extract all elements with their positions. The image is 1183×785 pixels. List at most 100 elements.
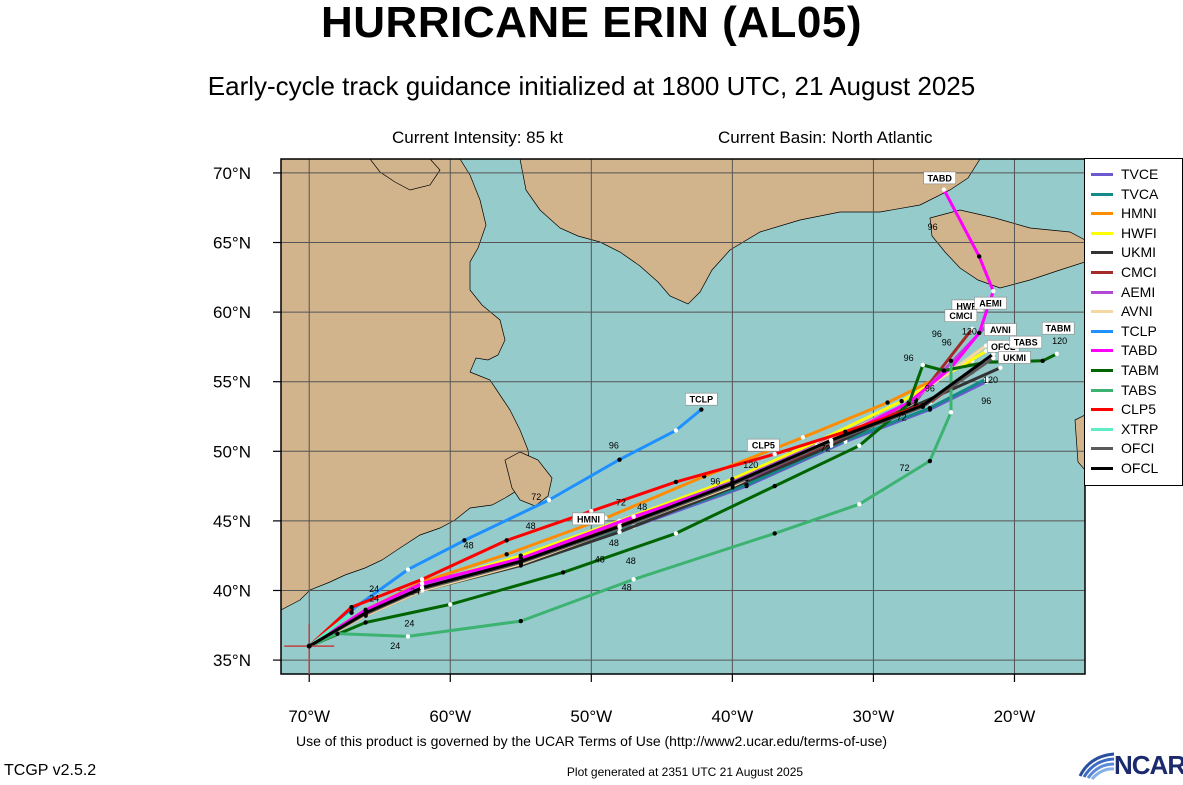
legend-item-cmci: CMCI <box>1091 263 1183 281</box>
land-greenland <box>519 159 981 305</box>
track-point-tabm <box>920 362 925 368</box>
legend-swatch <box>1091 369 1113 372</box>
legend-item-avni: AVNI <box>1091 302 1183 320</box>
legend-item-aemi: AEMI <box>1091 283 1183 301</box>
track-point-ofcl <box>828 437 834 443</box>
track-tag-box <box>944 309 978 322</box>
track-point-tabs <box>927 458 933 464</box>
forecast-hour-label: 48 <box>464 541 474 551</box>
track-point-tabs <box>857 501 862 507</box>
legend-label: HMNI <box>1121 205 1157 222</box>
track-point-ofcl <box>518 559 523 564</box>
track-point-tabm <box>941 368 947 373</box>
track-point-tclp <box>617 457 622 462</box>
legend-swatch <box>1091 231 1113 235</box>
legend-item-ukmi: UKMI <box>1091 243 1183 261</box>
track-point-ofcl <box>363 610 368 615</box>
legend-label: OFCL <box>1121 460 1159 476</box>
track-point-tclp <box>673 428 679 433</box>
legend-label: TVCA <box>1121 185 1159 202</box>
forecast-hour-label: 96 <box>942 338 952 348</box>
lat-tick-label: 70°N <box>213 164 251 183</box>
forecast-hour-labels: 2424242424484848484848487272727272969696… <box>369 222 1067 651</box>
ncar-logo: NCAR <box>1076 750 1183 781</box>
track-tag-ofcl: OFCL <box>991 342 1016 352</box>
track-point-ofcl <box>419 585 425 590</box>
track-point-tvca <box>927 405 933 411</box>
track-tag-hmni: HMNI <box>577 514 600 524</box>
track-tag-box <box>572 512 605 526</box>
legend-swatch <box>1091 192 1113 196</box>
track-point-tabd <box>419 581 425 586</box>
track-point-tabd <box>977 254 982 259</box>
land-newfoundland <box>504 451 553 507</box>
track-tag-aemi: AEMI <box>979 299 1002 309</box>
track-tag-box <box>923 171 957 185</box>
track-point-clp5 <box>349 604 354 610</box>
track-tag-box <box>998 351 1031 364</box>
track-point-tabm <box>906 401 911 407</box>
track-tag-box <box>747 438 780 452</box>
legend-item-tabm: TABM <box>1091 361 1183 379</box>
track-tabs <box>308 360 953 648</box>
track-point-tabd <box>941 187 947 192</box>
track-tag-tabd: TABD <box>928 173 953 183</box>
forecast-hour-label: 48 <box>626 556 636 566</box>
legend-swatch <box>1091 173 1113 176</box>
track-point-tabm <box>673 531 679 536</box>
track-tag-cmci: CMCI <box>949 311 972 321</box>
legend-label: OFCI <box>1121 440 1155 457</box>
track-tag-box <box>984 323 1017 336</box>
legend-label: TCLP <box>1121 322 1157 339</box>
lat-tick-label: 65°N <box>213 234 251 253</box>
lat-tick-label: 40°N <box>213 581 251 600</box>
lat-tick-label: 60°N <box>213 303 251 322</box>
legend-label: TABD <box>1121 342 1158 359</box>
legend-swatch <box>1091 408 1113 412</box>
version-label: TCGP v2.5.2 <box>4 762 97 779</box>
forecast-hour-label: 24 <box>390 641 400 651</box>
land-british-isles <box>1074 414 1085 471</box>
track-point-tclp <box>546 497 552 503</box>
legend-item-ofcl: OFCL <box>1091 459 1183 477</box>
legend-swatch <box>1091 290 1113 294</box>
lon-tick-label: 30°W <box>853 707 895 726</box>
land-iceland <box>929 209 1085 289</box>
legend-swatch <box>1091 388 1113 392</box>
track-point-hwfi <box>899 398 904 404</box>
forecast-hour-label: 120 <box>962 326 977 336</box>
current-basin: Current Basin: North Atlantic <box>718 128 933 147</box>
forecast-hour-label: 48 <box>595 555 605 565</box>
track-tag-box <box>685 392 718 406</box>
track-point-hmni <box>504 552 509 557</box>
track-tag-hwfi: HWFI <box>956 301 979 311</box>
lon-tick-label: 60°W <box>429 707 471 726</box>
track-point-tabm <box>448 602 453 607</box>
track-point-tabm <box>857 443 862 448</box>
forecast-hour-label: 96 <box>981 396 991 406</box>
forecast-hour-label: 24 <box>369 594 379 604</box>
track-point-tabm <box>772 483 777 489</box>
track-point-ukmi <box>617 529 622 535</box>
track-tag-box <box>1041 321 1075 335</box>
ncar-logo-text: NCAR <box>1114 750 1183 780</box>
legend-item-hwfi: HWFI <box>1091 224 1183 242</box>
track-point-tclp <box>462 538 467 543</box>
legend-label: TVCE <box>1121 166 1159 182</box>
track-point-xtrp <box>349 610 354 615</box>
legend-label: AVNI <box>1121 303 1153 320</box>
forecast-hour-label: 24 <box>410 587 420 597</box>
track-point-tabs <box>631 577 636 582</box>
generated-timestamp: Plot generated at 2351 UTC 21 August 202… <box>566 765 804 779</box>
track-point-ofcl <box>730 481 735 486</box>
lon-tick-label: 50°W <box>570 707 612 726</box>
legend-swatch <box>1091 212 1113 216</box>
forecast-hour-label: 96 <box>925 383 935 393</box>
track-point-ofcl <box>991 351 996 357</box>
track-point-tabs <box>405 634 411 639</box>
track-point-tabs <box>772 531 777 536</box>
legend: TVCE TVCA HMNI HWFI UKMI CMCI AEMI AVNI TCLP TABD… <box>1084 158 1183 486</box>
forecast-hour-label: 96 <box>928 222 938 232</box>
track-point-tabs <box>948 358 954 364</box>
axis-ticks: 70°W 60°W 50°W 40°W 30°W 20°W 35°N 40°N 45°N 50°N… <box>213 164 1035 726</box>
